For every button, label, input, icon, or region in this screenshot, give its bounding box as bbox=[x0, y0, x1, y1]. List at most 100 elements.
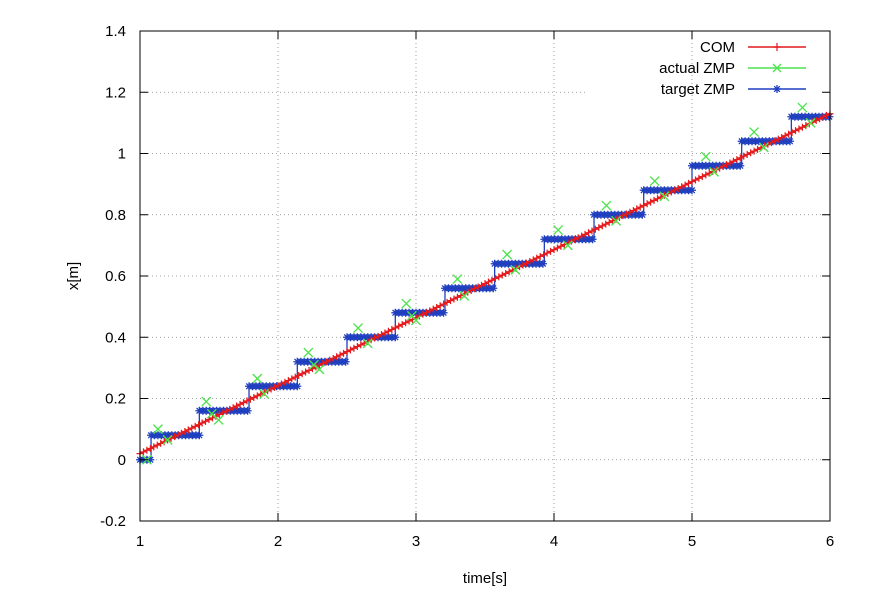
actual-zmp-marker bbox=[213, 414, 224, 425]
actual-zmp-marker bbox=[362, 338, 373, 349]
com-marker bbox=[326, 356, 334, 364]
com-marker bbox=[391, 324, 399, 332]
com-marker bbox=[543, 249, 551, 257]
com-marker bbox=[685, 179, 693, 187]
com-marker bbox=[609, 217, 617, 225]
com-marker bbox=[471, 285, 479, 293]
x-tick-label: 5 bbox=[688, 533, 696, 550]
target-zmp-marker bbox=[688, 186, 696, 195]
com-marker bbox=[222, 407, 230, 415]
target-zmp-marker bbox=[489, 284, 498, 293]
ticks: 1 2 3 4 5 6 -0.2 0 0.2 0.4 0.6 0.8 1 1.2 1.4 bbox=[100, 23, 834, 550]
com-marker bbox=[781, 132, 789, 140]
com-marker bbox=[636, 203, 644, 211]
actual-zmp-marker bbox=[700, 151, 711, 162]
com-marker bbox=[374, 332, 382, 340]
com-marker bbox=[443, 298, 451, 306]
com-marker bbox=[488, 276, 496, 284]
com-marker bbox=[395, 322, 403, 330]
com-marker bbox=[143, 446, 151, 454]
target-zmp-marker bbox=[538, 259, 547, 268]
com-marker bbox=[678, 183, 686, 191]
com-marker bbox=[526, 258, 534, 266]
legend-entry: target ZMP bbox=[661, 81, 806, 98]
com-marker bbox=[333, 353, 341, 361]
com-marker bbox=[754, 145, 762, 153]
com-marker bbox=[747, 149, 755, 157]
com-marker bbox=[498, 271, 506, 279]
com-marker bbox=[240, 399, 247, 407]
com-marker bbox=[691, 176, 699, 184]
actual-zmp-marker bbox=[201, 396, 212, 407]
com-marker bbox=[384, 327, 392, 335]
com-marker bbox=[415, 312, 423, 320]
com-marker bbox=[643, 200, 651, 208]
com-marker bbox=[202, 417, 210, 425]
x-tick-label: 4 bbox=[550, 533, 558, 550]
legend-marker bbox=[773, 85, 781, 93]
com-marker bbox=[585, 229, 592, 237]
com-marker bbox=[450, 295, 458, 303]
com-marker bbox=[529, 256, 537, 264]
com-marker bbox=[557, 242, 565, 250]
actual-zmp-marker bbox=[303, 347, 314, 358]
com-marker bbox=[378, 331, 385, 339]
com-marker bbox=[302, 368, 310, 376]
legend-entry: actual ZMP bbox=[659, 60, 806, 77]
com-marker bbox=[150, 443, 158, 451]
com-marker bbox=[795, 125, 803, 133]
com-marker bbox=[481, 280, 489, 288]
com-marker bbox=[322, 358, 330, 366]
actual-zmp-marker bbox=[411, 315, 421, 326]
com-marker bbox=[740, 152, 748, 160]
com-marker bbox=[581, 230, 589, 238]
com-marker bbox=[605, 218, 613, 226]
com-marker bbox=[695, 174, 703, 182]
com-marker bbox=[184, 426, 192, 434]
com-marker bbox=[353, 343, 361, 351]
com-marker bbox=[522, 259, 530, 267]
y-tick-label: -0.2 bbox=[100, 513, 126, 530]
com-marker bbox=[495, 273, 503, 281]
com-marker bbox=[336, 351, 344, 359]
y-tick-label: 1 bbox=[118, 146, 126, 163]
com-marker bbox=[650, 196, 658, 204]
com-marker bbox=[536, 252, 544, 260]
com-marker bbox=[729, 157, 737, 165]
com-marker bbox=[284, 377, 292, 385]
com-marker bbox=[371, 334, 379, 342]
com-marker bbox=[540, 251, 548, 259]
com-marker bbox=[774, 135, 782, 143]
actual-zmp-marker bbox=[709, 166, 720, 177]
com-marker bbox=[381, 329, 389, 337]
com-marker bbox=[195, 421, 203, 429]
com-marker bbox=[305, 366, 313, 374]
com-marker bbox=[750, 147, 758, 155]
com-marker bbox=[277, 380, 285, 388]
com-marker bbox=[660, 191, 668, 199]
com-marker bbox=[350, 344, 358, 352]
legend-label: actual ZMP bbox=[659, 60, 735, 77]
target-zmp-marker bbox=[588, 235, 597, 244]
com-marker bbox=[502, 269, 510, 277]
com-marker bbox=[139, 448, 147, 456]
target-zmp-marker bbox=[736, 161, 745, 170]
actual-zmp-marker bbox=[649, 176, 660, 187]
com-marker bbox=[767, 139, 775, 147]
com-marker bbox=[343, 348, 351, 356]
com-marker bbox=[267, 385, 275, 393]
y-tick-label: 0.8 bbox=[105, 207, 126, 224]
com-marker bbox=[726, 159, 734, 167]
com-marker bbox=[388, 326, 396, 334]
actual-zmp-marker bbox=[152, 424, 163, 435]
actual-zmp-marker bbox=[259, 388, 270, 399]
com-marker bbox=[440, 300, 448, 308]
com-marker bbox=[281, 378, 289, 386]
legend-label: COM bbox=[700, 39, 735, 56]
com-marker bbox=[819, 113, 827, 121]
com-marker bbox=[436, 302, 444, 310]
com-marker bbox=[422, 309, 430, 317]
x-tick-label: 1 bbox=[136, 533, 144, 550]
target-zmp-marker bbox=[391, 333, 400, 342]
x-tick-label: 6 bbox=[826, 533, 834, 550]
